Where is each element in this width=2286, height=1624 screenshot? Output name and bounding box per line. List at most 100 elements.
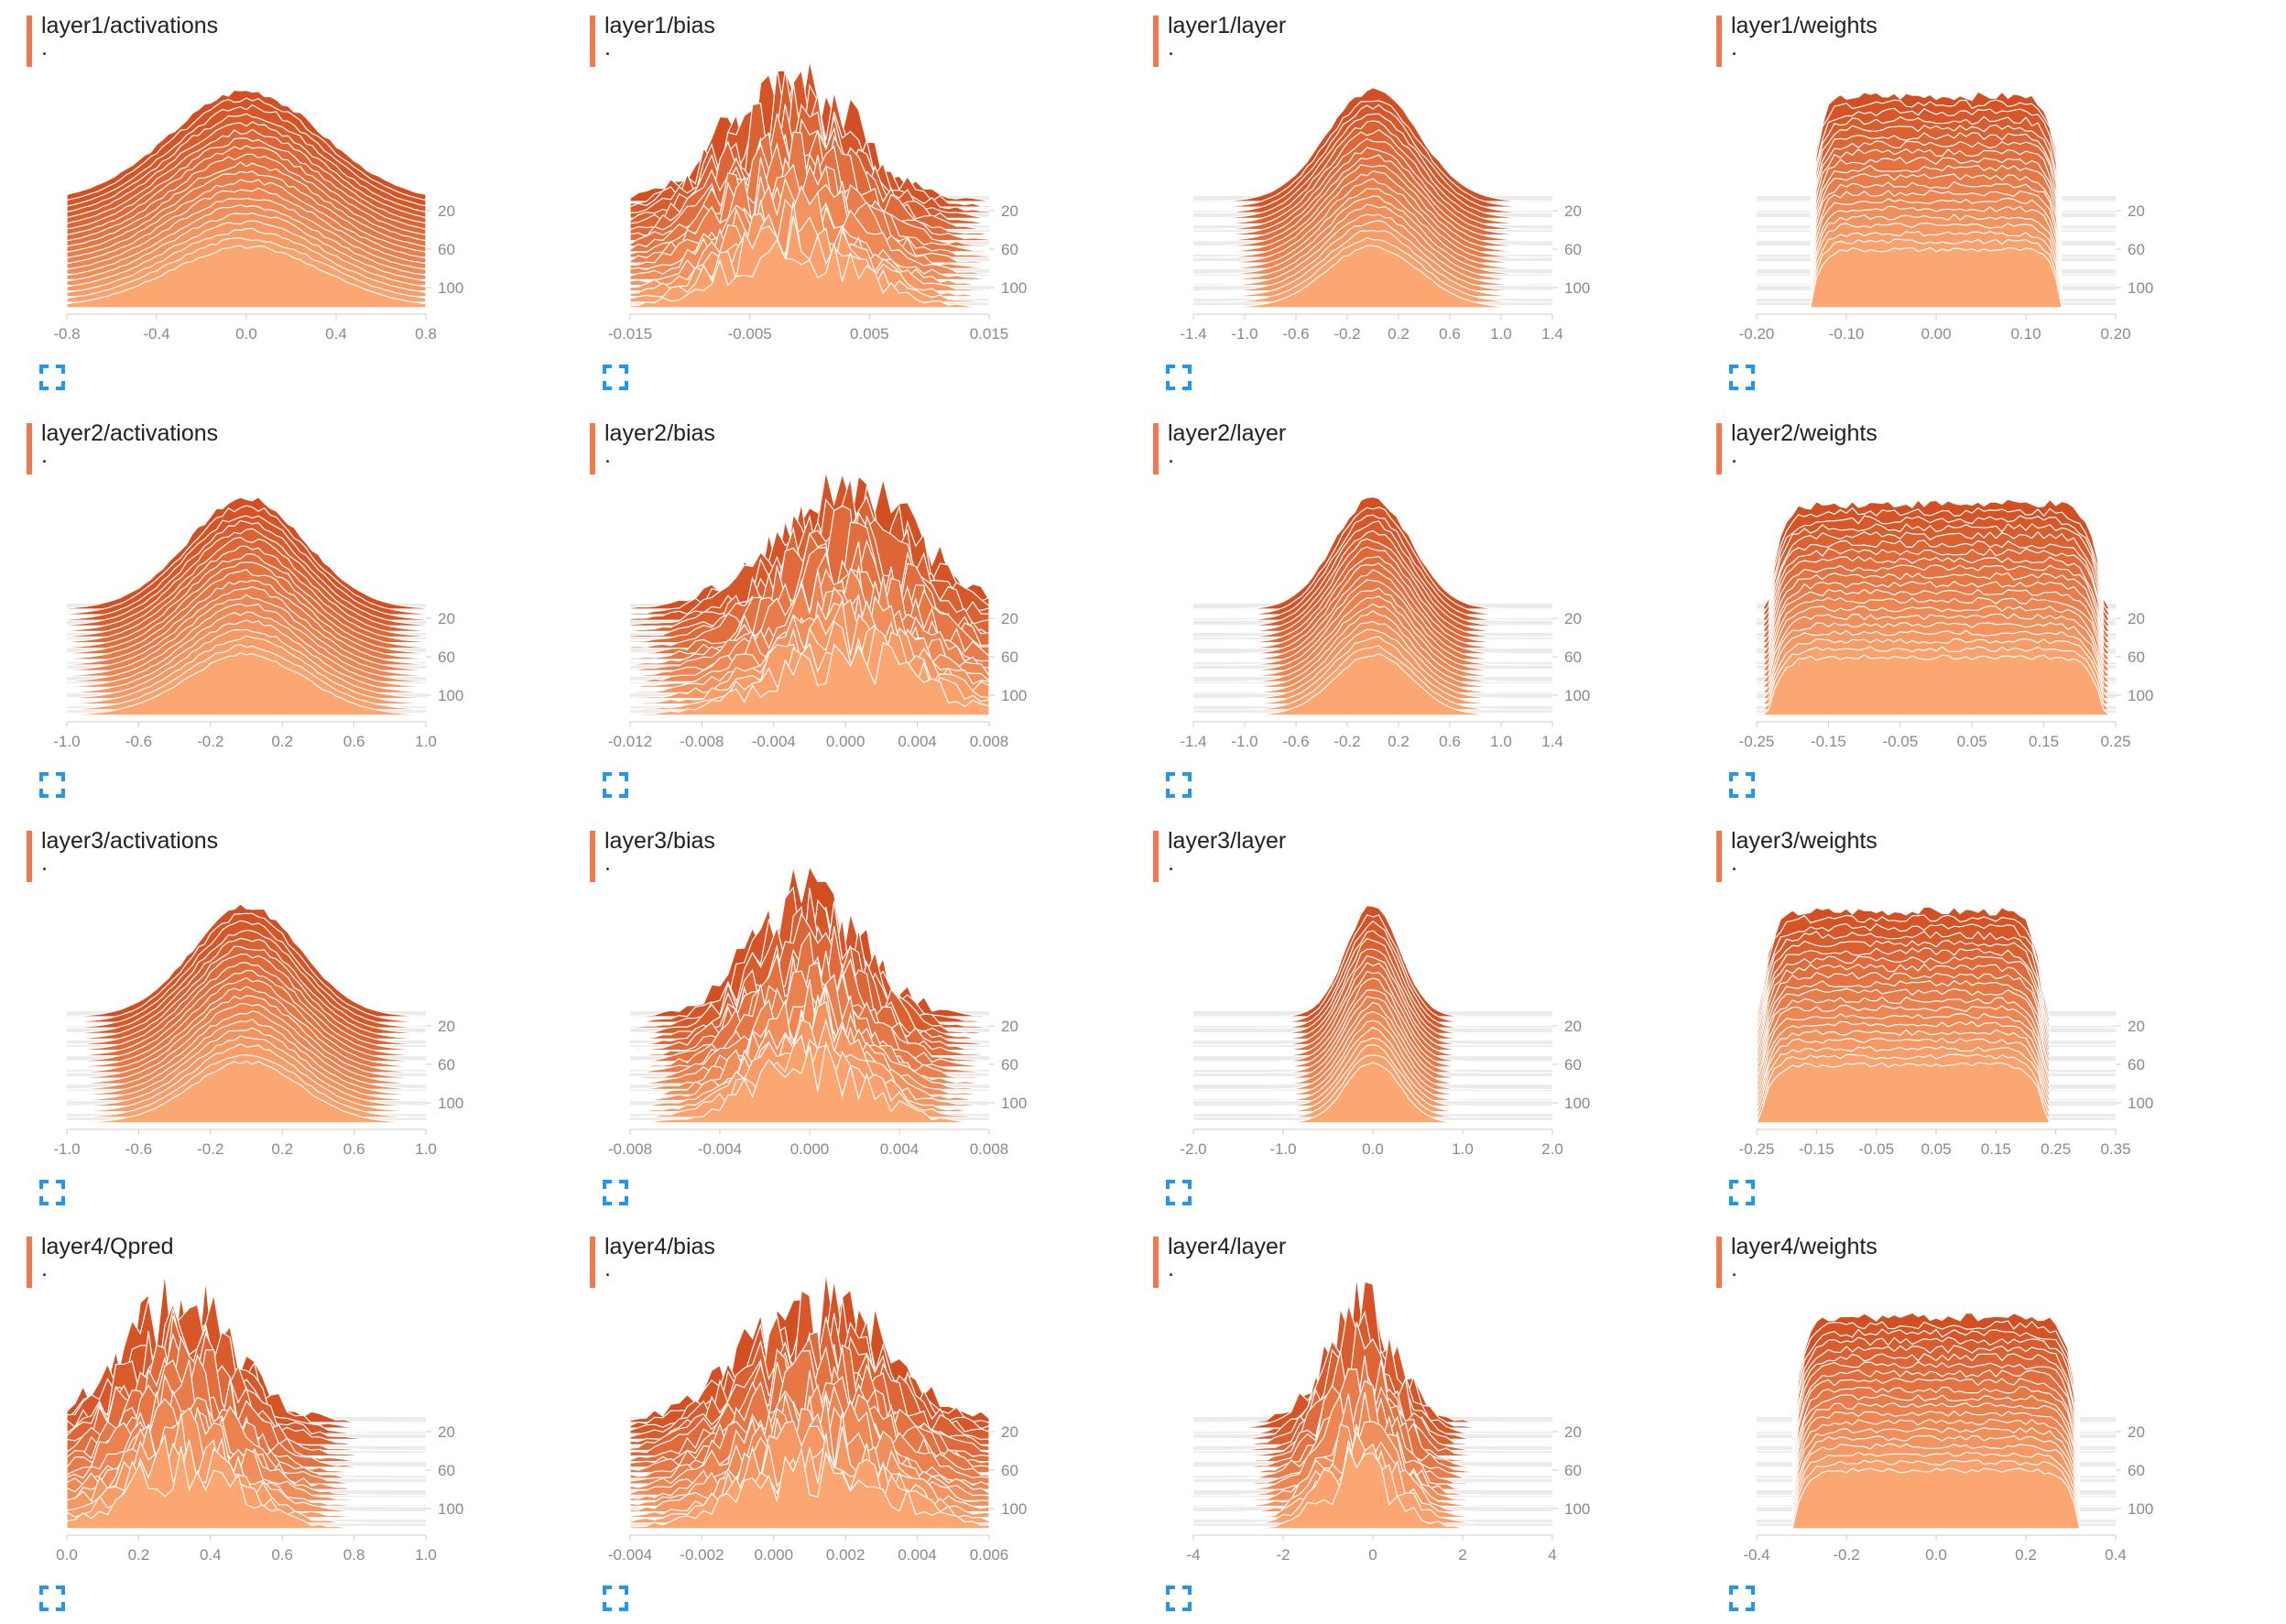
x-tick-label: 0.25 bbox=[2100, 733, 2130, 750]
expand-icon[interactable] bbox=[38, 771, 66, 799]
y-tick-label: 100 bbox=[2128, 687, 2153, 704]
x-tick-label: -0.2 bbox=[1833, 1546, 1859, 1564]
x-tick-label: -0.015 bbox=[608, 325, 652, 343]
ridge-series-19 bbox=[629, 1041, 990, 1124]
ridge-series-19 bbox=[1757, 654, 2116, 716]
expand-icon[interactable] bbox=[1728, 364, 1756, 391]
x-tick-label: 0.005 bbox=[850, 325, 889, 343]
ridge-series-19 bbox=[1193, 245, 1552, 309]
expand-icon[interactable] bbox=[38, 1585, 66, 1612]
expand-icon[interactable] bbox=[1728, 771, 1756, 799]
y-tick-label: 20 bbox=[1001, 1018, 1018, 1035]
histogram-card-11: layer3/weights . -0.25 -0.15 -0.05 0.05 0.15… bbox=[1690, 815, 2239, 1218]
y-tick-label: 60 bbox=[438, 241, 455, 258]
x-tick-label: -0.4 bbox=[143, 325, 169, 343]
card-title: layer2/weights bbox=[1731, 420, 1878, 446]
x-tick-label: 0.0 bbox=[56, 1546, 78, 1564]
card-subtitle: . bbox=[1168, 442, 1174, 468]
expand-icon[interactable] bbox=[1165, 771, 1192, 799]
x-tick-label: 0.35 bbox=[2100, 1140, 2130, 1158]
y-tick-label: 20 bbox=[2128, 202, 2145, 220]
card-title: layer1/weights bbox=[1731, 13, 1878, 38]
card-subtitle: . bbox=[1731, 442, 1737, 468]
accent-bar bbox=[1716, 16, 1722, 67]
expand-icon[interactable] bbox=[1165, 1179, 1192, 1206]
x-tick-label: -0.2 bbox=[197, 733, 223, 750]
expand-icon[interactable] bbox=[1728, 1179, 1756, 1206]
x-tick-label: 0.10 bbox=[2010, 325, 2041, 343]
y-tick-label: 60 bbox=[1564, 241, 1582, 258]
expand-icon-glyph bbox=[1729, 772, 1755, 798]
accent-bar bbox=[590, 831, 595, 882]
y-tick-label: 20 bbox=[1001, 610, 1018, 627]
x-tick-label: -1.0 bbox=[53, 1140, 80, 1158]
x-tick-label: -1.0 bbox=[1231, 325, 1257, 343]
x-tick-label: 0.006 bbox=[970, 1546, 1009, 1564]
x-tick-label: -0.8 bbox=[53, 325, 80, 343]
y-tick-label: 20 bbox=[2128, 1018, 2145, 1035]
expand-icon[interactable] bbox=[38, 364, 66, 391]
x-tick-label: 0.4 bbox=[2105, 1546, 2127, 1564]
histogram-card-8: layer3/activations . -1.0 -0.6 -0.2 0.2 0.6 1… bbox=[0, 815, 550, 1218]
histogram-card-1: layer1/bias . -0.015 -0.005 0.005 0.015 20 60… bbox=[563, 0, 1113, 403]
x-tick-label: 2.0 bbox=[1541, 1140, 1563, 1158]
x-tick-label: 0.8 bbox=[343, 1546, 365, 1564]
histogram-card-2: layer1/layer . -1.4 -1.0 -0.6 -0.2 0.2 0.6 1.0… bbox=[1127, 0, 1676, 403]
expand-icon[interactable] bbox=[602, 1179, 629, 1206]
histogram-card-15: layer4/weights . -0.4 -0.2 0.0 0.2 0.4 20 60 10… bbox=[1690, 1221, 2239, 1624]
card-subtitle: . bbox=[41, 1256, 48, 1281]
expand-icon-glyph bbox=[39, 1586, 65, 1611]
x-tick-label: 0.00 bbox=[1921, 325, 1951, 343]
expand-icon[interactable] bbox=[602, 1585, 629, 1612]
x-tick-label: -0.25 bbox=[1739, 733, 1775, 750]
x-tick-label: -1.4 bbox=[1180, 733, 1206, 750]
y-tick-label: 100 bbox=[2128, 1095, 2153, 1112]
histogram-chart: -0.008 -0.004 0.000 0.004 0.008 20 60 100 bbox=[608, 865, 1027, 1158]
accent-bar bbox=[1153, 831, 1159, 882]
expand-icon-glyph bbox=[1166, 1586, 1192, 1611]
expand-icon-glyph bbox=[39, 772, 65, 798]
y-tick-label: 20 bbox=[1564, 202, 1582, 220]
ridge-series-19 bbox=[1757, 1467, 2116, 1530]
card-title: layer3/bias bbox=[604, 828, 715, 854]
y-tick-label: 20 bbox=[2128, 610, 2145, 627]
x-tick-label: 0.2 bbox=[1388, 325, 1410, 343]
y-tick-label: 100 bbox=[1001, 1095, 1027, 1112]
expand-icon[interactable] bbox=[1728, 1585, 1756, 1612]
x-tick-label: 0.2 bbox=[271, 733, 293, 750]
y-tick-label: 100 bbox=[438, 279, 463, 297]
y-tick-label: 20 bbox=[438, 202, 455, 220]
histogram-card-9: layer3/bias . -0.008 -0.004 0.000 0.004 0.00… bbox=[563, 815, 1113, 1218]
ridge-series-19 bbox=[629, 641, 990, 716]
ridge-series-19 bbox=[66, 1446, 426, 1530]
y-tick-label: 60 bbox=[2128, 1056, 2145, 1074]
x-tick-label: 0.20 bbox=[2100, 325, 2130, 343]
card-subtitle: . bbox=[1731, 1256, 1737, 1281]
y-tick-label: 20 bbox=[1001, 202, 1018, 220]
x-tick-label: -4 bbox=[1186, 1546, 1200, 1564]
histogram-chart: -0.8 -0.4 0.0 0.4 0.8 20 60 100 bbox=[53, 89, 463, 343]
histogram-chart: -0.012 -0.008 -0.004 0.000 0.004 0.008 20 60 100 bbox=[608, 469, 1027, 750]
accent-bar bbox=[1153, 16, 1159, 67]
x-tick-label: 0.015 bbox=[970, 325, 1009, 343]
expand-icon[interactable] bbox=[38, 1179, 66, 1206]
y-tick-label: 100 bbox=[1564, 1095, 1590, 1112]
x-tick-label: -0.2 bbox=[1334, 733, 1360, 750]
x-tick-label: 0.4 bbox=[200, 1546, 222, 1564]
y-tick-label: 60 bbox=[1564, 1462, 1582, 1479]
histogram-chart: -1.0 -0.6 -0.2 0.2 0.6 1.0 20 60 100 bbox=[53, 496, 463, 750]
expand-icon[interactable] bbox=[1165, 364, 1192, 391]
card-title: layer1/activations bbox=[41, 13, 219, 38]
x-tick-label: -0.008 bbox=[680, 733, 724, 750]
histogram-chart: 0.0 0.2 0.4 0.6 0.8 1.0 20 60 100 bbox=[56, 1272, 463, 1564]
expand-icon[interactable] bbox=[1165, 1585, 1192, 1612]
y-tick-label: 60 bbox=[2128, 1462, 2145, 1479]
y-tick-label: 100 bbox=[1564, 687, 1590, 704]
expand-icon[interactable] bbox=[602, 364, 629, 391]
expand-icon[interactable] bbox=[602, 771, 629, 799]
histogram-chart: -1.4 -1.0 -0.6 -0.2 0.2 0.6 1.0 1.4 20 60 100 bbox=[1180, 87, 1590, 343]
card-subtitle: . bbox=[41, 35, 48, 60]
x-tick-label: 0.15 bbox=[2029, 733, 2059, 750]
x-tick-label: -1.0 bbox=[1231, 733, 1257, 750]
x-tick-label: 1.0 bbox=[1490, 325, 1512, 343]
